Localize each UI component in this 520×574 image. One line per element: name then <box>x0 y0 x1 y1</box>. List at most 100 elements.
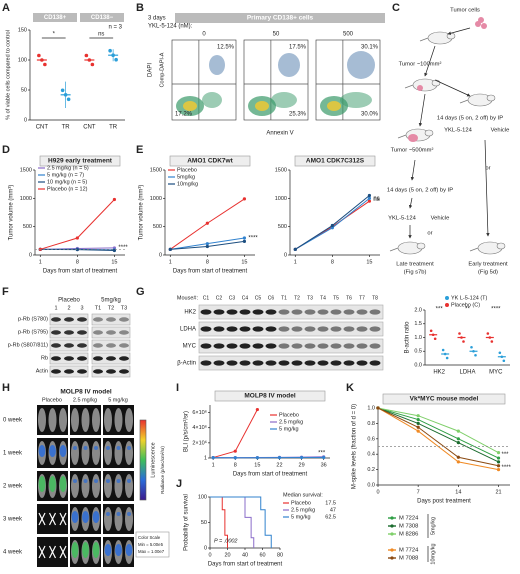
band <box>278 326 290 332</box>
data-point <box>255 407 259 412</box>
mouse-image <box>71 408 79 432</box>
legend-label: YK L-5-124 (T) <box>451 295 488 301</box>
data-point <box>456 429 460 433</box>
y-tick-label: 500 <box>23 224 32 230</box>
signal <box>94 446 98 450</box>
data-point <box>242 236 247 240</box>
panel-letter: J <box>176 478 182 490</box>
arrow <box>418 93 426 127</box>
data-point <box>472 349 475 353</box>
x-axis-label: Days from start of treatment <box>208 562 283 568</box>
data-point <box>416 417 420 422</box>
mouse-image <box>92 474 100 498</box>
mouse-image <box>92 441 100 465</box>
data-point <box>367 199 372 203</box>
x-tick-label: CNT <box>36 125 49 131</box>
legend-label: M 8286 <box>399 532 418 538</box>
x-tick-label: 1 <box>39 259 42 265</box>
deceased-mark <box>48 545 57 559</box>
data-point <box>75 236 79 240</box>
x-tick-label: 14 <box>455 489 461 495</box>
mouse-image <box>59 408 67 432</box>
data-point <box>66 97 71 102</box>
lane-label: T8 <box>372 295 378 301</box>
data-point <box>87 58 92 62</box>
panel-letter: B <box>136 2 144 14</box>
band <box>291 326 303 332</box>
y-tick-label: 0.6 <box>367 436 375 442</box>
box <box>139 419 147 501</box>
band <box>77 317 87 322</box>
data-point <box>63 93 68 97</box>
band <box>317 309 329 315</box>
legend-label: Placebo (n = 12) <box>47 186 88 192</box>
quadrant-percent: 17.2% <box>175 112 193 118</box>
lane-label: T3 <box>307 295 313 301</box>
data-point <box>205 221 209 225</box>
band <box>265 326 277 332</box>
arrow <box>408 197 413 209</box>
mouse-icon <box>424 129 434 137</box>
band <box>213 309 225 315</box>
x-axis-label: Days from start of treatment <box>43 269 118 275</box>
mouse-tail <box>389 247 399 252</box>
legend-label: 5mg/kg <box>177 174 195 180</box>
box <box>135 531 170 558</box>
row-label: MYC <box>183 344 197 350</box>
signal <box>92 542 100 558</box>
x-tick-label: 40 <box>242 552 248 558</box>
legend-swatch <box>390 532 394 536</box>
y-axis-label: Tumor volume (mm³) <box>139 185 145 241</box>
data-point <box>441 348 445 352</box>
mouse-tail <box>404 84 414 89</box>
band <box>265 343 277 349</box>
data-point <box>429 329 433 333</box>
x-tick-label: 21 <box>495 489 501 495</box>
signal <box>82 542 89 558</box>
data-point <box>211 456 215 460</box>
mouse-image <box>81 441 90 465</box>
cell-cloud <box>209 55 225 75</box>
band <box>317 326 329 332</box>
lane-label: Mouse#: <box>177 295 199 301</box>
band <box>77 343 87 348</box>
panel-title: MOLP8 IV model <box>60 389 111 396</box>
band <box>369 326 381 332</box>
y-axis-label: % of viable cells compared to control <box>5 30 11 120</box>
band <box>64 317 74 322</box>
column-label: 5 mg/kg <box>108 397 128 403</box>
legend-label: M 7088 <box>399 556 418 562</box>
signal <box>92 511 100 523</box>
data-point <box>367 196 372 200</box>
data-point <box>500 355 504 359</box>
legend-label: 2.5 mg/kg <box>291 507 315 513</box>
data-point <box>490 340 494 343</box>
data-point <box>496 451 501 455</box>
y-tick-label: 1500 <box>275 167 287 173</box>
signal <box>59 476 67 492</box>
mouse-icon <box>416 242 426 250</box>
row-label: 2 week <box>3 484 23 490</box>
y-axis-label: M-spike levels (fraction of d = 0) <box>352 404 358 489</box>
mouse-image <box>71 441 79 465</box>
data-point <box>416 421 420 425</box>
data-point <box>43 62 47 67</box>
y-tick-label: 2×10⁶ <box>192 439 207 446</box>
data-point <box>84 53 89 58</box>
quadrant-percent: 12.5% <box>217 45 235 51</box>
panel-letter: F <box>2 286 9 298</box>
data-point <box>496 468 501 472</box>
x-tick-label: 8 <box>331 259 334 265</box>
significance: ns <box>98 32 104 38</box>
duration: 3 days <box>148 16 166 22</box>
data-point <box>456 460 460 464</box>
mouse-tail <box>397 134 407 139</box>
box <box>33 13 77 22</box>
column-label: 2.5 mg/kg <box>73 397 97 403</box>
arrow <box>484 139 490 237</box>
y-tick-label: 1.0 <box>367 405 375 411</box>
mouse-image <box>104 408 112 432</box>
x-tick-label: 15 <box>111 259 117 265</box>
signal <box>71 511 79 523</box>
series-line <box>210 496 272 548</box>
